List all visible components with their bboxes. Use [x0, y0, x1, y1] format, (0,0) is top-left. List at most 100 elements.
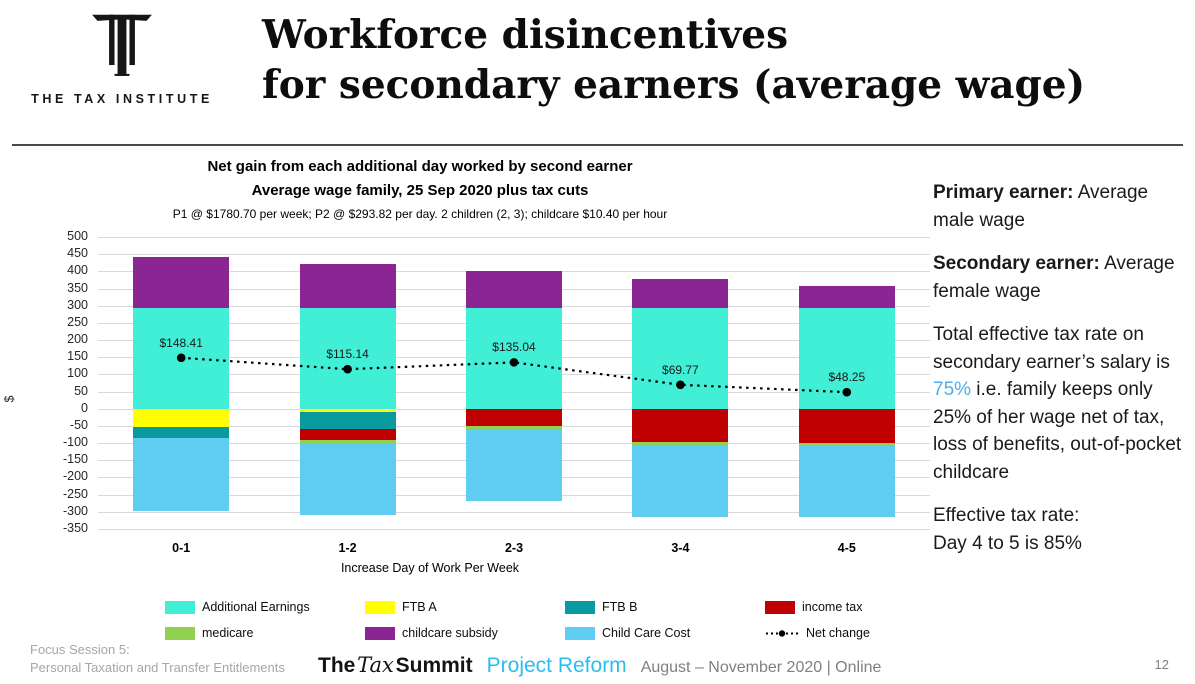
y-tick-label: -150 [62, 452, 88, 467]
slide-title: Workforce disincentives for secondary ea… [262, 10, 1182, 110]
net-change-point [676, 380, 685, 390]
bar-segment-child-care-cost [466, 429, 562, 502]
secondary-earner-label: Secondary earner: [933, 253, 1100, 274]
x-tick-label: 2-3 [504, 541, 524, 555]
y-tick-label: 250 [67, 314, 88, 329]
net-change-point [509, 358, 519, 367]
bar-segment-income-tax [466, 408, 562, 427]
legend-item-ftb-b: FTB B [565, 600, 637, 614]
tax-summit-logo: The Tax Summit [318, 653, 473, 678]
primary-earner-label: Primary earner: [933, 182, 1074, 203]
slide-title-line1: Workforce disincentives [262, 12, 789, 58]
x-axis-title: Increase Day of Work Per Week [340, 561, 520, 575]
plot-area: $148.41 $115.14 $135.04 $69.77 $48.25 [98, 237, 930, 530]
chart-title: Net gain from each additional day worked… [207, 158, 633, 175]
net-change-label: $69.77 [662, 362, 699, 377]
side-panel: Primary earner: Average male wage Second… [933, 179, 1189, 573]
footer-date: August – November 2020 | Online [640, 659, 882, 676]
page-number: 12 [1154, 657, 1169, 672]
y-tick-label: 150 [67, 349, 88, 364]
bar-segment-additional-earnings [632, 307, 729, 409]
secondary-earner-value: Average female wage [933, 253, 1175, 302]
tax-institute-t-icon [92, 14, 152, 76]
chart-legend: Additional Earnings FTB A FTB B income tax m… [0, 600, 1000, 644]
bar-segment-child-care-cost [299, 444, 396, 516]
net-change-label: $115.14 [326, 347, 369, 362]
legend-label: FTB B [602, 600, 638, 614]
gridline [98, 511, 930, 513]
bar-segment-childcare-subsidy [133, 257, 230, 308]
legend-label: Child Care Cost [602, 626, 691, 640]
legend-item-additional-earnings: Additional Earnings [165, 600, 310, 614]
footer-session-info: Focus Session 5: Personal Taxation and T… [30, 641, 285, 677]
legend-item-income-tax: income tax [765, 600, 862, 614]
tax-rate-text-post: i.e. family keeps only 25% of her wage n… [933, 379, 1182, 483]
net-change-line [176, 353, 852, 397]
side-panel-paragraph-secondary: Secondary earner: Average female wage [933, 250, 1189, 305]
gridline [98, 237, 930, 238]
net-change-point [176, 353, 186, 363]
bar-segment-childcare-subsidy [466, 271, 562, 308]
effective-rate-line1: Effective tax rate: [933, 505, 1080, 526]
y-tick-label: 400 [67, 263, 88, 278]
y-tick-label: 0 [81, 400, 88, 415]
x-tick-label: 0-1 [172, 541, 191, 555]
legend-item-childcare-subsidy: childcare subsidy [365, 626, 498, 640]
bar-segment-ftb-b [133, 426, 230, 438]
y-tick-label: -250 [62, 486, 88, 501]
y-tick-label: 500 [67, 229, 88, 243]
legend-swatch-ftb-b [565, 600, 595, 614]
footer-session-line2: Personal Taxation and Transfer Entitleme… [30, 660, 285, 675]
legend-item-child-care-cost: Child Care Cost [565, 626, 690, 640]
y-tick-label: 450 [67, 246, 88, 261]
net-change-label: $148.41 [159, 335, 203, 350]
bar-segment-ftb-b [299, 412, 396, 430]
header-divider [12, 144, 1183, 146]
bar-segment-ftb-a [133, 408, 230, 427]
y-tick-label: -350 [62, 521, 88, 535]
tax-institute-logo: THE TAX INSTITUTE [28, 10, 216, 106]
logo-text: THE TAX INSTITUTE [31, 92, 213, 106]
legend-label: Net change [806, 626, 870, 640]
effective-rate-line2: Day 4 to 5 is 85% [933, 532, 1082, 554]
y-tick-label: -200 [62, 469, 88, 484]
bar-segment-medicare [632, 442, 729, 446]
gridline [98, 529, 930, 530]
legend-item-medicare: medicare [165, 626, 253, 640]
y-tick-label: 350 [67, 280, 88, 295]
bar-segment-child-care-cost [632, 445, 729, 518]
bar-segment-income-tax [632, 408, 729, 443]
legend-label: income tax [802, 600, 863, 614]
chart-title-block: Net gain from each additional day worked… [55, 155, 785, 223]
net-change-label: $48.25 [828, 370, 866, 385]
legend-swatch-additional-earnings [165, 600, 195, 614]
net-change-line-icon [766, 629, 798, 637]
legend-swatch-childcare-subsidy [365, 626, 395, 640]
y-tick-label: -300 [62, 503, 88, 518]
x-tick-label: 3-4 [671, 541, 690, 555]
legend-label: Additional Earnings [202, 600, 310, 614]
bar-segment-medicare [798, 442, 895, 446]
tax-rate-text-pre: Total effective tax rate on secondary ea… [933, 324, 1170, 373]
y-tick-label: -100 [62, 435, 88, 450]
x-tick-label: 1-2 [338, 541, 357, 555]
y-tick-label: 200 [67, 332, 88, 347]
bar-segment-childcare-subsidy [798, 286, 895, 308]
slide-title-line2: for secondary earners (average wage) [262, 62, 1086, 108]
tax-rate-highlight: 75% [933, 379, 972, 400]
footer-session-line1: Focus Session 5: [30, 642, 130, 657]
x-tick-label: 4-5 [837, 541, 856, 555]
y-tick-label: -50 [69, 417, 88, 432]
legend-label: FTB A [402, 600, 437, 614]
project-reform-label: Project Reform [486, 654, 627, 677]
chart-subtitle: Average wage family, 25 Sep 2020 plus ta… [251, 182, 589, 199]
bar-segment-income-tax [798, 408, 895, 443]
legend-swatch-medicare [165, 626, 195, 640]
gridline [98, 254, 930, 256]
side-panel-paragraph-effective-rate: Effective tax rate: Day 4 to 5 is 85% [933, 502, 1189, 557]
legend-label: childcare subsidy [402, 626, 498, 640]
bar-segment-additional-earnings [299, 307, 396, 409]
net-change-label: $135.04 [492, 340, 536, 355]
legend-item-ftb-a: FTB A [365, 600, 437, 614]
legend-swatch-ftb-a [365, 600, 395, 614]
